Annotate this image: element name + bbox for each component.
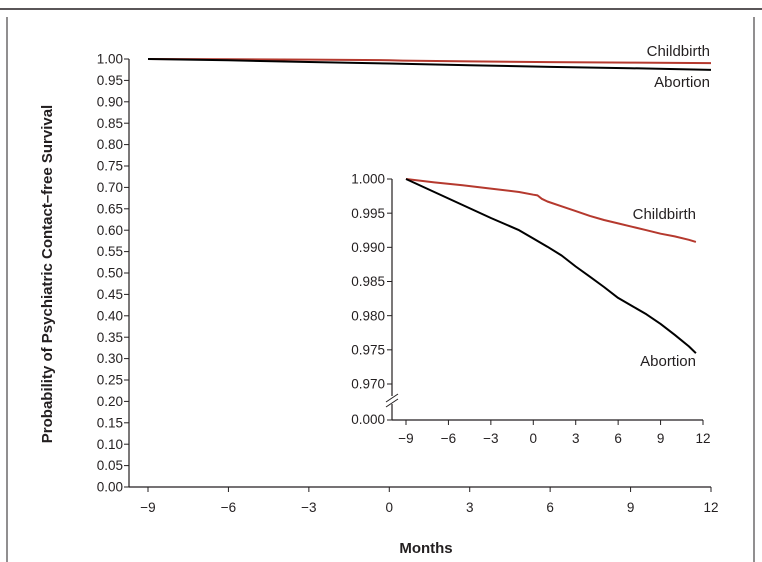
main-x-tick-label: 6: [546, 500, 554, 515]
inset-y-tick-label: 0.980: [351, 308, 385, 323]
main-y-tick-label: 0.40: [97, 308, 123, 323]
main-x-tick-label: −9: [140, 500, 155, 515]
main-plot: 0.00 0.05 0.10 0.15 0.20 0.25 0.30 0.35 0.40 0.45…: [39, 43, 719, 557]
main-y-tick-label: 0.60: [97, 223, 123, 238]
inset-y-tick-label: 0.970: [351, 377, 385, 392]
main-y-tick-label: 0.80: [97, 137, 123, 152]
main-y-tick-label: 0.00: [97, 480, 123, 495]
main-y-tick-label: 0.20: [97, 394, 123, 409]
main-series-line-abortion: [147, 58, 712, 71]
main-y-tick-label: 0.25: [97, 373, 123, 388]
main-y-tick-label: 0.95: [97, 73, 123, 88]
inset-label-childbirth: Childbirth: [633, 206, 696, 223]
inset-axis-break-mark: [385, 393, 399, 403]
main-x-tick-label: −3: [301, 500, 316, 515]
main-y-tick-label: 0.35: [97, 330, 123, 345]
main-y-tick-label: 0.70: [97, 180, 123, 195]
main-ticks: 0.00 0.05 0.10 0.15 0.20 0.25 0.30 0.35 0.40 0.45…: [97, 52, 719, 515]
inset-y-tick-label: 1.000: [351, 172, 385, 187]
inset-x-tick-label: −9: [398, 431, 413, 446]
main-y-tick-label: 0.85: [97, 116, 123, 131]
inset-y-tick-label: 0.985: [351, 274, 385, 289]
main-x-tick-label: 9: [627, 500, 635, 515]
inset-label-abortion: Abortion: [640, 353, 696, 370]
inset-x-tick-label: 6: [614, 431, 622, 446]
inset-x-tick-label: −6: [441, 431, 456, 446]
inset-plot: 0.970 0.975 0.980 0.985 0.990 0.995 1.000 −9 −6 −…: [351, 172, 710, 446]
main-x-tick-label: 12: [703, 500, 718, 515]
main-x-tick-label: −6: [221, 500, 236, 515]
inset-y-tick-label: 0.995: [351, 206, 385, 221]
main-label-childbirth: Childbirth: [647, 43, 710, 60]
y-axis-title: Probability of Psychiatric Contact–free …: [39, 105, 56, 443]
main-axes: [128, 59, 711, 488]
main-y-tick-label: 0.55: [97, 244, 123, 259]
inset-axes: [385, 179, 703, 421]
inset-break-tick-label: 0.000: [351, 412, 385, 427]
inset-x-tick-label: −3: [483, 431, 498, 446]
main-y-tick-label: 0.90: [97, 94, 123, 109]
inset-y-tick-label: 0.990: [351, 240, 385, 255]
inset-axis-break-mark: [385, 398, 399, 408]
inset-series-line-abortion: [405, 178, 697, 354]
main-y-tick-label: 0.65: [97, 201, 123, 216]
inset-y-tick-label: 0.975: [351, 342, 385, 357]
main-y-tick-label: 0.75: [97, 159, 123, 174]
main-x-tick-label: 3: [466, 500, 474, 515]
inset-x-tick-label: 12: [695, 431, 710, 446]
inset-ticks: 0.970 0.975 0.980 0.985 0.990 0.995 1.000 −9 −6 −…: [351, 172, 710, 446]
main-y-tick-label: 0.10: [97, 437, 123, 452]
inset-series-line-childbirth: [405, 178, 697, 243]
main-y-tick-label: 0.05: [97, 458, 123, 473]
main-y-tick-label: 0.15: [97, 415, 123, 430]
main-y-tick-label: 0.50: [97, 266, 123, 281]
main-y-tick-label: 0.45: [97, 287, 123, 302]
main-series: [147, 58, 712, 71]
main-series-line-childbirth: [147, 58, 712, 65]
main-y-tick-label: 1.00: [97, 52, 123, 67]
main-y-tick-label: 0.30: [97, 351, 123, 366]
inset-x-tick-label: 0: [530, 431, 538, 446]
x-axis-title: Months: [399, 540, 452, 557]
inset-x-tick-label: 9: [657, 431, 665, 446]
main-label-abortion: Abortion: [654, 74, 710, 91]
main-x-tick-label: 0: [386, 500, 394, 515]
inset-series: [405, 178, 697, 354]
inset-x-tick-label: 3: [572, 431, 580, 446]
